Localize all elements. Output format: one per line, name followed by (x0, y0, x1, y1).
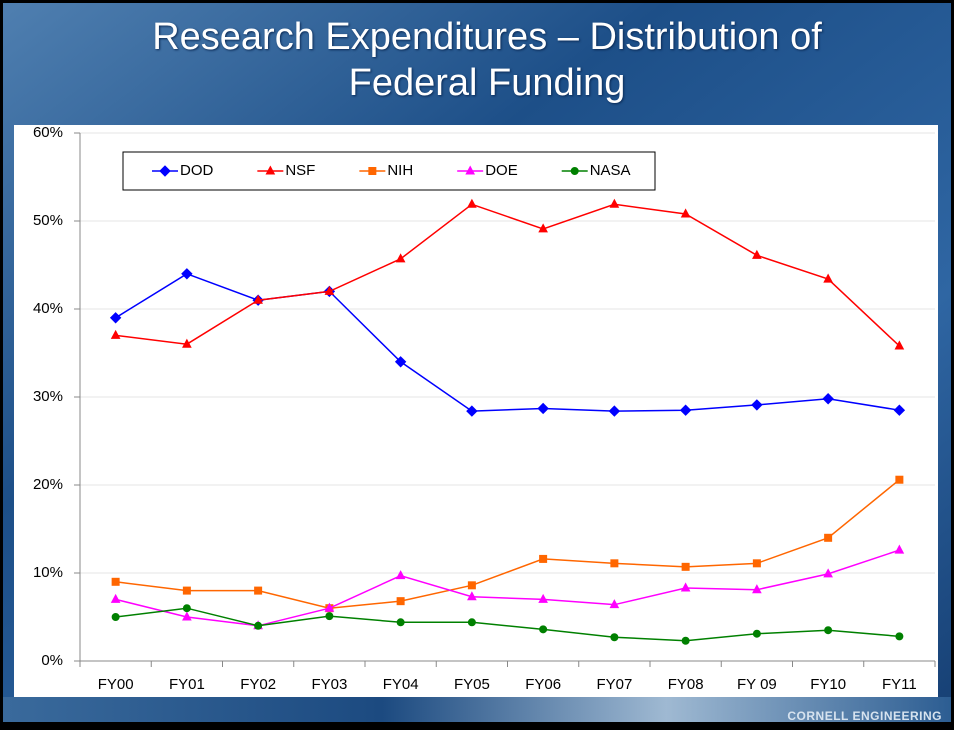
data-point (468, 582, 475, 589)
x-tick-label: FY08 (668, 676, 704, 693)
footer-brand: CORNELL ENGINEERING (787, 709, 942, 723)
data-point (753, 560, 760, 567)
x-tick-label: FY05 (454, 676, 490, 693)
y-tick-label: 40% (33, 300, 63, 317)
data-point (611, 560, 618, 567)
data-point (682, 637, 689, 644)
x-tick-label: FY04 (383, 676, 419, 693)
x-tick-label: FY06 (525, 676, 561, 693)
x-tick-label: FY03 (311, 676, 347, 693)
y-tick-label: 30% (33, 388, 63, 405)
data-point (183, 605, 190, 612)
data-point (896, 633, 903, 640)
legend-label: NSF (285, 162, 315, 179)
x-tick-label: FY02 (240, 676, 276, 693)
x-tick-label: FY 09 (737, 676, 777, 693)
data-point (540, 555, 547, 562)
y-tick-label: 20% (33, 476, 63, 493)
data-point (326, 613, 333, 620)
data-point (468, 619, 475, 626)
data-point (682, 563, 689, 570)
x-tick-label: FY00 (98, 676, 134, 693)
data-point (397, 619, 404, 626)
legend-label: DOD (180, 162, 214, 179)
data-point (183, 587, 190, 594)
data-point (896, 476, 903, 483)
data-point (112, 578, 119, 585)
y-tick-label: 0% (41, 652, 63, 669)
legend-marker (369, 168, 376, 175)
data-point (397, 598, 404, 605)
chart: 0% 10% 20% 30% 40% 50% 60% FY00 FY01 FY02 FY03 FY04… (0, 0, 954, 725)
x-tick-label: FY07 (596, 676, 632, 693)
legend-label: NASA (590, 162, 631, 179)
data-point (611, 634, 618, 641)
slide: 0% 10% 20% 30% 40% 50% 60% FY00 FY01 FY02 FY03 FY04… (0, 0, 954, 725)
y-tick-label: 50% (33, 212, 63, 229)
data-point (255, 622, 262, 629)
data-point (255, 587, 262, 594)
data-point (753, 630, 760, 637)
x-tick-label: FY11 (882, 676, 917, 693)
y-tick-label: 60% (33, 124, 63, 141)
legend-marker (571, 168, 578, 175)
data-point (540, 626, 547, 633)
legend-label: NIH (387, 162, 413, 179)
x-tick-label: FY01 (169, 676, 205, 693)
data-point (112, 614, 119, 621)
legend-label: DOE (485, 162, 518, 179)
x-tick-label: FY10 (810, 676, 846, 693)
slide-title: Research Expenditures – Distribution of … (117, 14, 857, 106)
data-point (825, 534, 832, 541)
y-tick-label: 10% (33, 564, 63, 581)
data-point (825, 627, 832, 634)
legend: DOD NSF NIH DOE NASA (123, 152, 655, 190)
